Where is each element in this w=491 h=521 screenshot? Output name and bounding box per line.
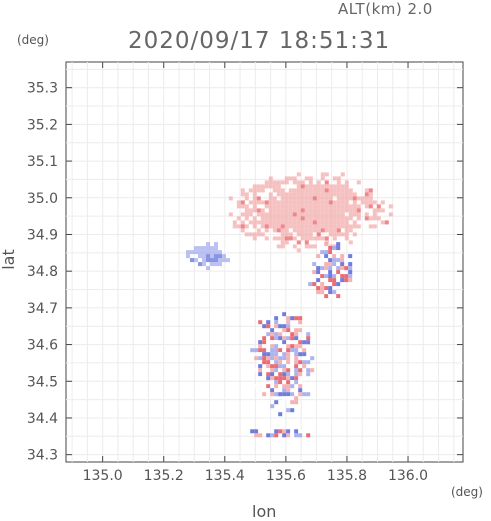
grid-lines: [66, 62, 463, 462]
echo-region-south-mixed: [250, 308, 315, 417]
echo-region-east-mixed: [308, 242, 353, 299]
x-unit-label: (deg): [451, 485, 483, 499]
x-tick-label: 136.0: [388, 468, 428, 484]
echo-region-north-positive: [228, 172, 393, 253]
altitude-label: ALT(km) 2.0: [338, 0, 433, 18]
y-tick-label: 34.4: [27, 411, 58, 427]
y-tick-label: 35.0: [27, 191, 58, 207]
y-tick-label: 35.1: [27, 154, 58, 170]
tick-marks: [66, 62, 463, 462]
x-tick-label: 135.0: [83, 468, 123, 484]
tick-labels: 135.0 135.2 135.4 135.6 135.8 136.0 34.3 34.4 34…: [27, 81, 428, 484]
x-tick-label: 135.6: [266, 468, 306, 484]
plot-frame: [65, 61, 464, 463]
y-tick-label: 34.5: [27, 374, 58, 390]
x-tick-label: 135.2: [144, 468, 184, 484]
y-tick-label: 34.9: [27, 227, 58, 243]
echo-field: [186, 172, 393, 438]
y-tick-label: 34.6: [27, 338, 58, 354]
y-tick-label: 34.7: [27, 301, 58, 317]
echo-region-west-negative: [186, 242, 230, 271]
y-tick-label: 35.2: [27, 117, 58, 133]
y-unit-label: (deg): [17, 33, 49, 47]
x-tick-label: 135.4: [205, 468, 245, 484]
y-tick-label: 34.8: [27, 264, 58, 280]
x-tick-label: 135.8: [327, 468, 367, 484]
y-tick-label: 34.3: [27, 448, 58, 464]
echo-region-bay-strip: [250, 429, 311, 438]
x-axis-label: lon: [252, 502, 277, 521]
y-tick-label: 35.3: [27, 81, 58, 97]
timestamp-title: 2020/09/17 18:51:31: [128, 28, 391, 54]
